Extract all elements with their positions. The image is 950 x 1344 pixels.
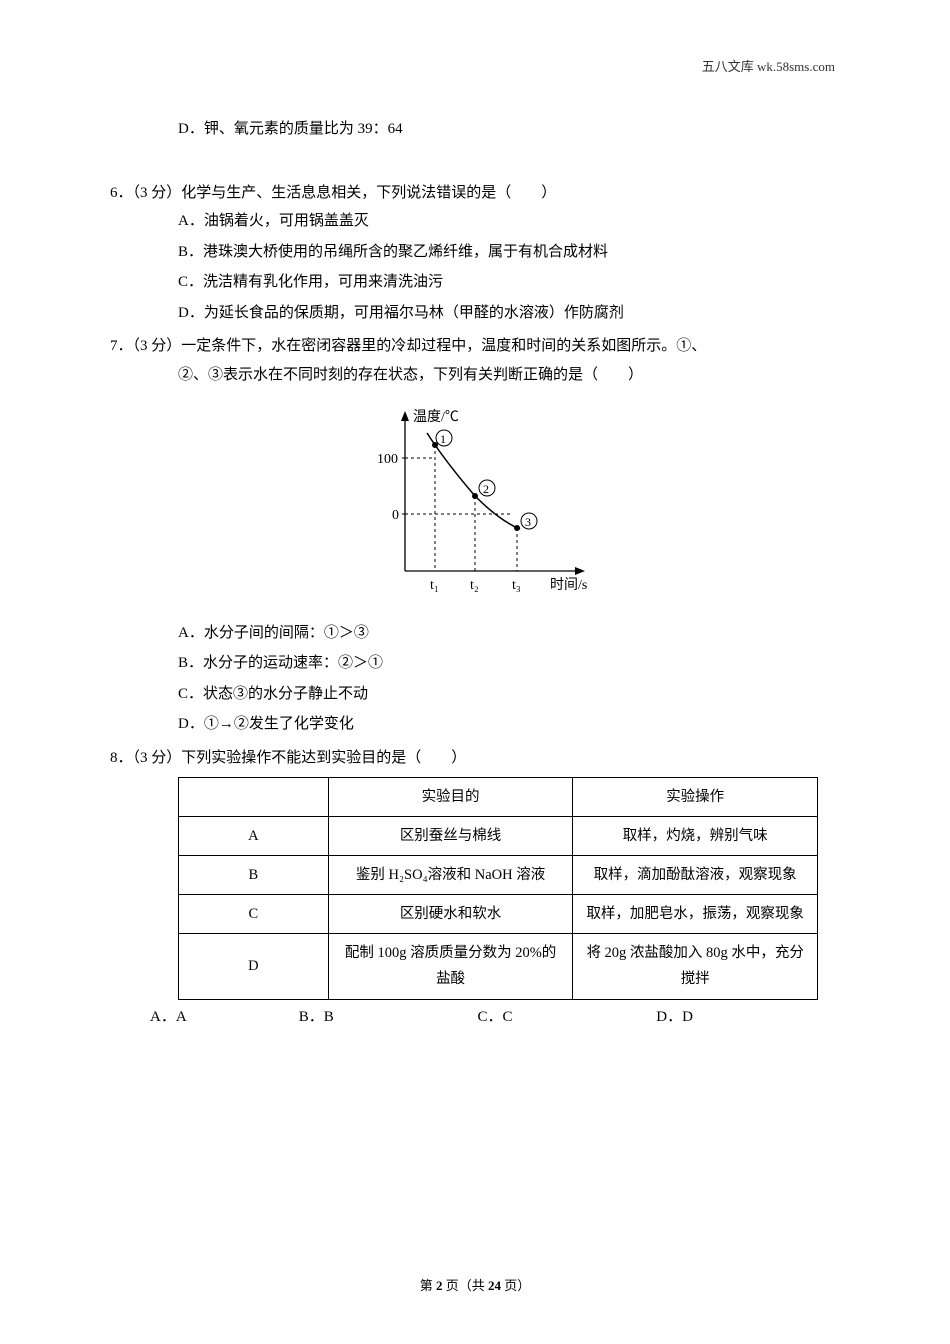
- q7-option-a: A．水分子间的间隔：①＞③: [178, 619, 840, 648]
- q6-text: 化学与生产、生活息息相关，下列说法错误的是（ ）: [181, 179, 840, 208]
- table-header-purpose: 实验目的: [328, 778, 573, 817]
- svg-text:t₂: t₂: [470, 578, 479, 593]
- svg-text:3: 3: [525, 515, 531, 529]
- header-watermark: 五八文库 wk.58sms.com: [702, 55, 835, 80]
- svg-text:t₁: t₁: [430, 578, 439, 593]
- q6-option-b: B．港珠澳大桥使用的吊绳所含的聚乙烯纤维，属于有机合成材料: [178, 238, 840, 267]
- q8-answer-a: A．A: [150, 1003, 295, 1032]
- q6-option-d: D．为延长食品的保质期，可用福尔马林（甲醛的水溶液）作防腐剂: [178, 299, 840, 328]
- q7-graph: 温度/℃ 时间/s 100 0 1: [110, 401, 840, 607]
- svg-text:t₃: t₃: [512, 578, 521, 593]
- question-6: 6．（3 分） 化学与生产、生活息息相关，下列说法错误的是（ ） A．油锅着火，…: [110, 179, 840, 328]
- svg-text:2: 2: [483, 482, 489, 496]
- q7-option-c: C．状态③的水分子静止不动: [178, 680, 840, 709]
- q7-number: 7．（3 分）: [110, 332, 181, 361]
- question-8: 8．（3 分） 下列实验操作不能达到实验目的是（ ） 实验目的 实验操作 A 区…: [110, 744, 840, 1032]
- q7-option-b: B．水分子的运动速率：②＞①: [178, 649, 840, 678]
- svg-text:1: 1: [440, 432, 446, 446]
- q8-answer-d: D．D: [656, 1003, 693, 1032]
- table-row: C 区别硬水和软水 取样，加肥皂水，振荡，观察现象: [179, 895, 818, 934]
- q8-number: 8．（3 分）: [110, 744, 181, 773]
- q8-answer-c: C．C: [478, 1003, 653, 1032]
- main-content: D．钾、氧元素的质量比为 39：64 6．（3 分） 化学与生产、生活息息相关，…: [110, 115, 840, 1031]
- page-footer: 第 2 页（共 24 页）: [0, 1274, 950, 1299]
- table-row: D 配制 100g 溶质质量分数为 20%的盐酸 将 20g 浓盐酸加入 80g…: [179, 934, 818, 999]
- table-row: A 区别蚕丝与棉线 取样，灼烧，辨别气味: [179, 817, 818, 856]
- table-header-operation: 实验操作: [573, 778, 818, 817]
- q6-number: 6．（3 分）: [110, 179, 181, 208]
- q8-answer-b: B．B: [299, 1003, 474, 1032]
- svg-text:0: 0: [392, 508, 399, 523]
- svg-text:100: 100: [377, 452, 398, 467]
- table-header-row: 实验目的 实验操作: [179, 778, 818, 817]
- q7-text-line2: ②、③表示水在不同时刻的存在状态，下列有关判断正确的是（ ）: [178, 361, 840, 390]
- question-7: 7．（3 分） 一定条件下，水在密闭容器里的冷却过程中，温度和时间的关系如图所示…: [110, 332, 840, 739]
- graph-xlabel: 时间/s: [550, 577, 587, 593]
- graph-ylabel: 温度/℃: [413, 409, 459, 425]
- q6-option-c: C．洗洁精有乳化作用，可用来清洗油污: [178, 268, 840, 297]
- table-header-empty: [179, 778, 329, 817]
- q8-text: 下列实验操作不能达到实验目的是（ ）: [181, 744, 840, 773]
- q7-option-d: D．①→②发生了化学变化: [178, 710, 840, 739]
- q7-text-line1: 一定条件下，水在密闭容器里的冷却过程中，温度和时间的关系如图所示。①、: [181, 332, 840, 361]
- q8-answer-options: A．A B．B C．C D．D: [150, 1003, 840, 1032]
- q8-table: 实验目的 实验操作 A 区别蚕丝与棉线 取样，灼烧，辨别气味 B 鉴别 H₂SO…: [178, 777, 840, 1000]
- table-row: B 鉴别 H₂SO₄溶液和 NaOH 溶液 取样，滴加酚酞溶液，观察现象: [179, 856, 818, 895]
- q5-option-d: D．钾、氧元素的质量比为 39：64: [178, 115, 840, 144]
- q6-option-a: A．油锅着火，可用锅盖盖灭: [178, 207, 840, 236]
